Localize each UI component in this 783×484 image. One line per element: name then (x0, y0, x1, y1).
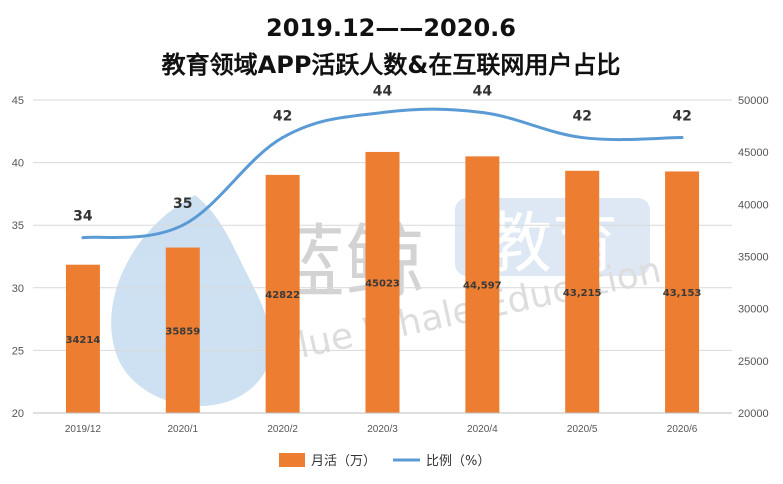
bar-data-label: 42822 (265, 290, 300, 301)
x-axis: 2019/12 2020/1 2020/2 2020/3 2020/4 2020/5 202… (33, 412, 732, 435)
line-point (381, 111, 384, 115)
line-point (181, 223, 185, 227)
bar (165, 247, 200, 413)
line-point (281, 136, 285, 140)
line-point (81, 236, 85, 240)
bar-data-label: 43,153 (663, 288, 702, 299)
watermark-dot (204, 224, 222, 242)
line-data-label: 42 (572, 109, 591, 125)
bar (665, 171, 700, 413)
y-left-tick-label: 35 (12, 220, 24, 232)
bar (365, 151, 400, 413)
legend: 月活（万） 比例（%） (279, 453, 490, 469)
y-right-tick-label: 20000 (738, 408, 769, 420)
y-right-tick-label: 45000 (738, 147, 769, 159)
bar-data-label: 43,215 (563, 288, 602, 299)
x-tick-label: 2020/2 (267, 424, 298, 435)
x-tick-label: 2019/12 (65, 424, 102, 435)
y-right-tick-label: 35000 (738, 252, 769, 264)
y-right-tick-label: 50000 (738, 95, 769, 107)
bar-data-label: 35859 (165, 326, 200, 337)
y-right-tick-label: 30000 (738, 304, 769, 316)
chart-title-line1: 2019.12——2020.6 (266, 14, 516, 42)
line-point (580, 136, 584, 140)
line-data-label: 34 (73, 209, 93, 225)
x-tick-label: 2020/5 (567, 424, 598, 435)
bar (65, 264, 100, 413)
bar (465, 156, 500, 413)
legend-bar-label: 月活（万） (311, 454, 376, 469)
watermark-box (455, 198, 650, 276)
bar (265, 174, 300, 413)
x-tick-label: 2020/1 (167, 424, 198, 435)
y-left-tick-label: 20 (12, 408, 24, 420)
line-data-labels: 34 35 42 44 44 42 42 (73, 84, 692, 225)
x-tick-label: 2020/6 (667, 424, 698, 435)
y-axis-left: 20 25 30 35 40 45 (12, 95, 24, 420)
x-tick-label: 2020/3 (367, 424, 398, 435)
y-left-tick-label: 45 (12, 95, 24, 107)
bar-data-label: 45023 (365, 278, 400, 289)
bar (565, 170, 600, 413)
x-tick-label: 2020/4 (467, 424, 498, 435)
bar-data-label: 34214 (66, 335, 101, 346)
y-left-tick-label: 40 (12, 158, 24, 170)
line-point (480, 111, 484, 115)
line-data-label: 44 (473, 84, 493, 100)
line-data-label: 42 (273, 109, 292, 125)
bar-series (65, 151, 700, 413)
y-left-tick-label: 25 (12, 345, 24, 357)
chart-title-line2: 教育领域APP活跃人数&在互联网用户占比 (162, 51, 621, 79)
y-left-tick-label: 30 (12, 283, 24, 295)
line-data-label: 35 (173, 196, 192, 212)
legend-bar-swatch (279, 453, 305, 467)
y-right-tick-label: 25000 (738, 356, 769, 368)
y-axis-right: 20000 25000 30000 35000 40000 45000 50000 (738, 95, 769, 420)
line-data-label: 44 (373, 84, 393, 100)
y-right-tick-label: 40000 (738, 199, 769, 211)
line-data-label: 42 (672, 109, 691, 125)
legend-line-label: 比例（%） (426, 454, 490, 469)
bar-data-label: 44,597 (463, 281, 502, 292)
line-series (81, 107, 684, 240)
bar-data-labels: 34214 35859 42822 45023 44,597 43,215 43,153 (66, 278, 702, 345)
line-point (680, 136, 684, 140)
